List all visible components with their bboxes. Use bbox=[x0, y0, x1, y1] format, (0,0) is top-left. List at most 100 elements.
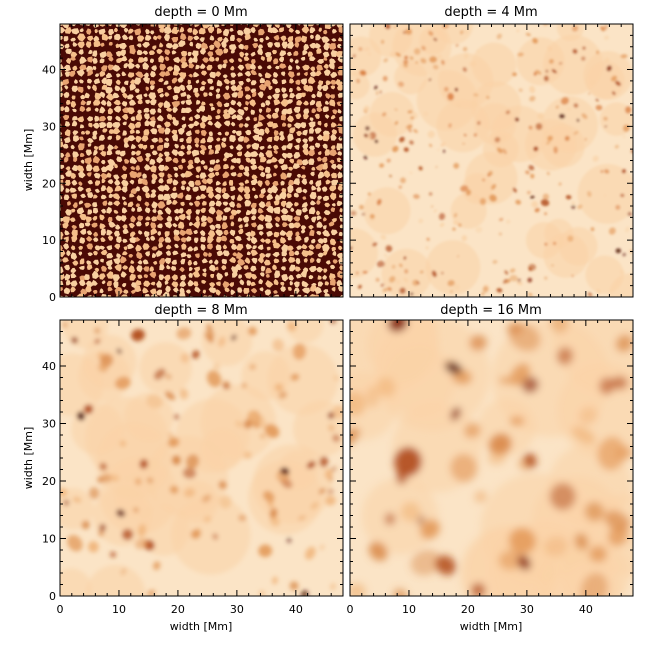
feature-blob bbox=[399, 136, 405, 143]
granule-cell bbox=[151, 201, 158, 210]
granule-cell bbox=[287, 99, 293, 104]
granule-cell bbox=[173, 234, 181, 242]
feature-blob bbox=[416, 280, 420, 285]
granule-cell bbox=[130, 231, 136, 238]
granule-cell bbox=[192, 221, 200, 229]
feature-blob bbox=[446, 99, 449, 103]
granule-cell bbox=[244, 223, 249, 227]
feature-blob bbox=[405, 124, 413, 129]
feature-blob bbox=[367, 52, 372, 56]
granule-cell bbox=[179, 56, 187, 64]
granule-cell bbox=[322, 51, 330, 58]
granule-cell bbox=[92, 289, 98, 294]
granule-cell bbox=[200, 207, 206, 213]
granule-cell bbox=[86, 35, 94, 42]
granule-cell bbox=[285, 24, 292, 29]
granule-cell bbox=[285, 230, 293, 238]
granule-cell bbox=[145, 99, 150, 105]
feature-blob bbox=[298, 515, 306, 521]
granule-cell bbox=[258, 72, 263, 77]
granule-cell bbox=[92, 216, 98, 221]
feature-blob bbox=[463, 52, 469, 59]
granule-cell bbox=[329, 238, 337, 246]
feature-blob bbox=[514, 117, 520, 122]
granule-cell bbox=[78, 222, 85, 229]
feature-blob bbox=[153, 368, 166, 380]
granule-cell bbox=[309, 117, 314, 122]
granule-cell bbox=[222, 201, 229, 206]
feature-blob bbox=[508, 527, 536, 555]
granule-cell bbox=[100, 208, 107, 214]
feature-blob bbox=[566, 107, 571, 111]
feature-blob bbox=[482, 286, 489, 293]
panel-depth-8: depth = 8 Mm bbox=[59, 303, 344, 597]
granule-cell bbox=[193, 230, 198, 234]
feature-blob bbox=[508, 323, 541, 352]
granule-cell bbox=[302, 129, 308, 136]
feature-blob bbox=[248, 326, 257, 336]
feature-blob bbox=[361, 212, 366, 216]
granule-cell bbox=[258, 44, 264, 49]
granule-cell bbox=[221, 222, 228, 229]
granule-cell bbox=[224, 272, 229, 277]
feature-blob bbox=[115, 376, 131, 390]
feature-blob bbox=[603, 193, 607, 197]
granule-cell bbox=[171, 274, 178, 281]
granule-cell bbox=[135, 280, 142, 286]
granule-cell bbox=[64, 137, 71, 143]
granule-cell bbox=[87, 137, 94, 144]
feature-blob bbox=[88, 541, 99, 553]
granule-cell bbox=[131, 207, 136, 212]
feature-blob bbox=[531, 200, 539, 208]
granule-cell bbox=[286, 214, 293, 222]
granule-cell bbox=[143, 274, 149, 279]
feature-blob bbox=[488, 433, 512, 456]
granule-cell bbox=[60, 274, 65, 280]
granule-cell bbox=[113, 257, 121, 265]
feature-blob bbox=[415, 61, 419, 64]
granule-cell bbox=[229, 214, 234, 220]
granule-cell bbox=[199, 37, 205, 43]
granule-cell bbox=[142, 135, 149, 142]
granule-cell bbox=[179, 138, 184, 143]
granule-cell bbox=[106, 271, 114, 279]
granule-cell bbox=[266, 56, 272, 62]
granule-cell bbox=[235, 144, 244, 151]
granule-cell bbox=[142, 259, 149, 265]
granule-cell bbox=[250, 230, 256, 237]
granule-cell bbox=[215, 281, 221, 287]
granule-cell bbox=[78, 136, 84, 141]
granule-cell bbox=[128, 122, 136, 130]
granule-cell bbox=[337, 151, 343, 156]
feature-blob bbox=[409, 171, 413, 175]
granule-cell bbox=[213, 24, 220, 28]
granule-cell bbox=[209, 224, 216, 230]
granule-cell bbox=[243, 136, 250, 143]
feature-blob bbox=[171, 455, 181, 466]
granule-cell bbox=[222, 59, 228, 64]
granule-cell bbox=[229, 134, 236, 143]
granule-cell bbox=[236, 101, 242, 108]
granule-cell bbox=[87, 143, 92, 147]
y-tick-label: 30 bbox=[42, 120, 56, 133]
granule-cell bbox=[302, 138, 308, 144]
granule-cell bbox=[157, 223, 163, 229]
granule-cell bbox=[158, 152, 164, 158]
granule-cell bbox=[72, 108, 77, 113]
granule-cell bbox=[244, 34, 251, 41]
feature-blob bbox=[440, 142, 446, 147]
granule-cell bbox=[303, 113, 309, 120]
feature-blob bbox=[512, 187, 517, 193]
feature-blob bbox=[413, 194, 420, 199]
granule-cell bbox=[214, 48, 224, 56]
granule-cell bbox=[130, 79, 136, 85]
granule-cell bbox=[159, 27, 165, 33]
granule-cell bbox=[156, 156, 164, 164]
granule-cell bbox=[303, 43, 310, 51]
granule-cell bbox=[287, 245, 294, 251]
granule-cell bbox=[296, 86, 302, 91]
granule-cell bbox=[153, 260, 158, 265]
granule-cell bbox=[294, 202, 299, 207]
granule-cell bbox=[230, 34, 235, 41]
feature-blob bbox=[218, 480, 227, 490]
